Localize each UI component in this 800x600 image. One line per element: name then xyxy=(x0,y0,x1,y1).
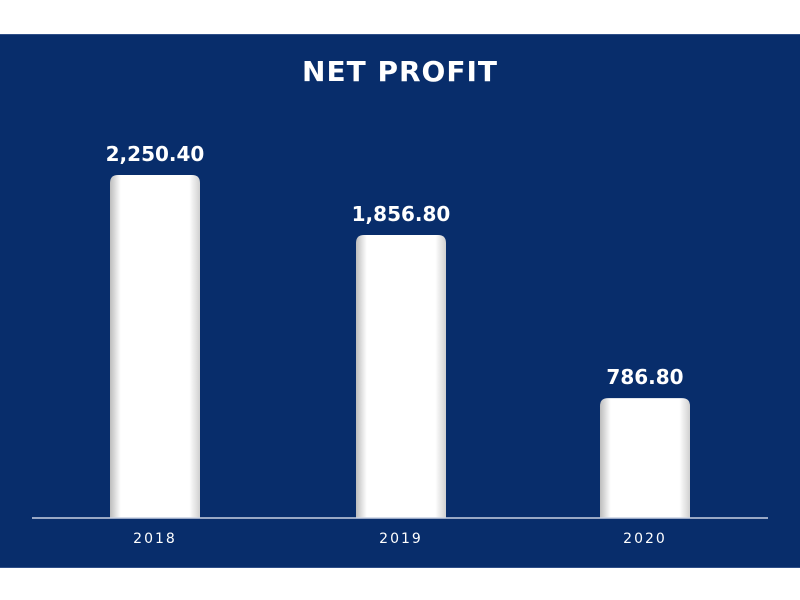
x-tick-label-2020: 2020 xyxy=(623,531,667,547)
value-label-2018: 2,250.40 xyxy=(106,142,205,166)
chart-title: NET PROFIT xyxy=(302,55,498,88)
labels-layer: 2,250.40 2018 1,856.80 2019 786.80 2020 xyxy=(106,142,684,547)
bar-chart: 2,250.40 2018 1,856.80 2019 786.80 2020 xyxy=(32,142,768,547)
x-tick-label-2018: 2018 xyxy=(133,531,177,547)
bar-2018 xyxy=(110,175,200,518)
value-label-2019: 1,856.80 xyxy=(352,202,451,226)
chart-panel: NET PROFIT 2,250.40 2018 1,856.80 2019 786.8… xyxy=(0,34,800,568)
bar-2020 xyxy=(600,398,690,518)
bars-layer xyxy=(110,175,690,518)
bar-2019 xyxy=(356,235,446,518)
x-tick-label-2019: 2019 xyxy=(379,531,423,547)
value-label-2020: 786.80 xyxy=(606,365,683,389)
